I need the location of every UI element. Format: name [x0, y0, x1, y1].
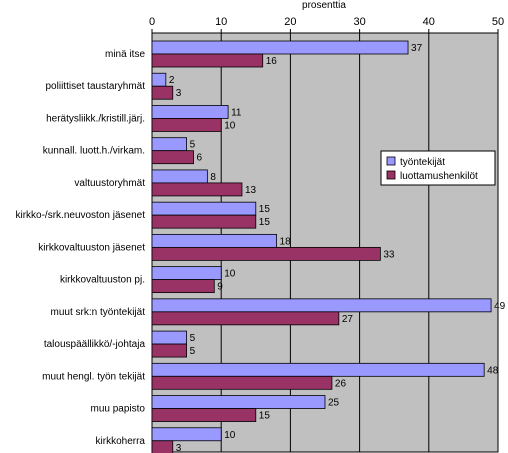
- x-tick-label: 20: [284, 16, 296, 28]
- x-axis-label: prosenttia: [302, 0, 346, 11]
- data-label: 5: [190, 140, 196, 151]
- bar-luottamushenkilöt: [151, 246, 381, 261]
- data-label: 49: [494, 301, 506, 312]
- category-label: poliittiset taustaryhmät: [46, 81, 146, 92]
- data-label: 3: [176, 443, 182, 453]
- x-tick-label: 30: [353, 16, 365, 28]
- bar-työntekijät: [151, 40, 409, 55]
- bar-luottamushenkilöt: [151, 279, 215, 294]
- category-label: kunnall. luott.h./virkam.: [43, 146, 145, 157]
- legend-label: luottamushenkilöt: [400, 171, 478, 182]
- data-label: 10: [224, 430, 236, 441]
- bar-luottamushenkilöt: [151, 440, 174, 453]
- bar-luottamushenkilöt: [151, 214, 257, 229]
- bar-luottamushenkilöt: [151, 53, 264, 68]
- category-label: kirkkovaltuuston jäsenet: [38, 242, 145, 253]
- data-label: 9: [217, 282, 223, 293]
- data-label: 33: [383, 249, 395, 260]
- data-label: 25: [328, 398, 340, 409]
- bar-työntekijät: [151, 266, 222, 281]
- x-axis-ticks: 0 10 20 30 40 50: [149, 16, 504, 33]
- data-label: 27: [342, 314, 354, 325]
- bar-työntekijät: [151, 362, 485, 377]
- category-label: talouspäällikkö/-johtaja: [44, 339, 146, 350]
- data-labels: 3716231110568131515183310949275548262515…: [169, 43, 506, 453]
- bar-työntekijät: [151, 330, 187, 345]
- bar-luottamushenkilöt: [151, 182, 243, 197]
- category-label: kirkkoherra: [96, 436, 146, 447]
- bar-luottamushenkilöt: [151, 150, 194, 165]
- bar-työntekijät: [151, 233, 277, 248]
- bar-työntekijät: [151, 298, 492, 313]
- data-label: 18: [280, 236, 292, 247]
- data-label: 8: [210, 172, 216, 183]
- category-label: minä itse: [105, 49, 145, 60]
- bar-luottamushenkilöt: [151, 408, 257, 422]
- category-label: valtuustoryhmät: [74, 178, 145, 189]
- bar-työntekijät: [151, 427, 222, 442]
- data-label: 5: [190, 346, 196, 357]
- bar-työntekijät: [151, 201, 257, 216]
- data-label: 16: [266, 56, 278, 67]
- data-label: 10: [224, 120, 236, 131]
- legend-label: työntekijät: [400, 157, 445, 168]
- bar-työntekijät: [151, 169, 208, 184]
- data-label: 15: [259, 204, 271, 215]
- legend: työntekijät luottamushenkilöt: [380, 150, 496, 186]
- bars: [151, 40, 492, 453]
- bar-luottamushenkilöt: [151, 375, 333, 390]
- bar-luottamushenkilöt: [151, 343, 187, 358]
- category-label: muut hengl. työn tekijät: [42, 371, 145, 382]
- bar-luottamushenkilöt: [151, 85, 174, 100]
- bar-työntekijät: [151, 72, 167, 87]
- legend-box: [380, 150, 496, 186]
- bar-luottamushenkilöt: [151, 311, 340, 326]
- legend-swatch: [386, 170, 396, 180]
- category-label: kirkko-/srk.neuvoston jäsenet: [15, 210, 145, 221]
- category-label: kirkkovaltuuston pj.: [60, 275, 145, 286]
- data-label: 48: [487, 365, 499, 376]
- x-tick-label: 50: [492, 16, 504, 28]
- category-labels: minä itse poliittiset taustaryhmät herätys…: [15, 49, 145, 447]
- data-label: 37: [411, 43, 423, 54]
- bar-työntekijät: [151, 105, 229, 119]
- data-label: 15: [259, 411, 271, 422]
- bar-luottamushenkilöt: [151, 118, 222, 132]
- data-label: 15: [259, 217, 271, 228]
- bar-työntekijät: [151, 395, 326, 409]
- data-label: 10: [224, 269, 236, 280]
- data-label: 5: [190, 333, 196, 344]
- category-label: herätysliikk./kristill.järj.: [46, 113, 145, 124]
- x-tick-label: 10: [215, 16, 227, 28]
- category-label: muut srk:n työntekijät: [51, 307, 146, 318]
- x-tick-label: 0: [149, 16, 155, 28]
- legend-swatch: [386, 156, 396, 166]
- x-tick-label: 40: [423, 16, 435, 28]
- bar-työntekijät: [151, 137, 187, 152]
- data-label: 3: [176, 88, 182, 99]
- data-label: 11: [231, 107, 242, 118]
- data-label: 2: [169, 75, 175, 86]
- category-label: muu papisto: [91, 404, 146, 415]
- data-label: 13: [245, 185, 257, 196]
- data-label: 6: [197, 153, 203, 164]
- data-label: 26: [335, 378, 347, 389]
